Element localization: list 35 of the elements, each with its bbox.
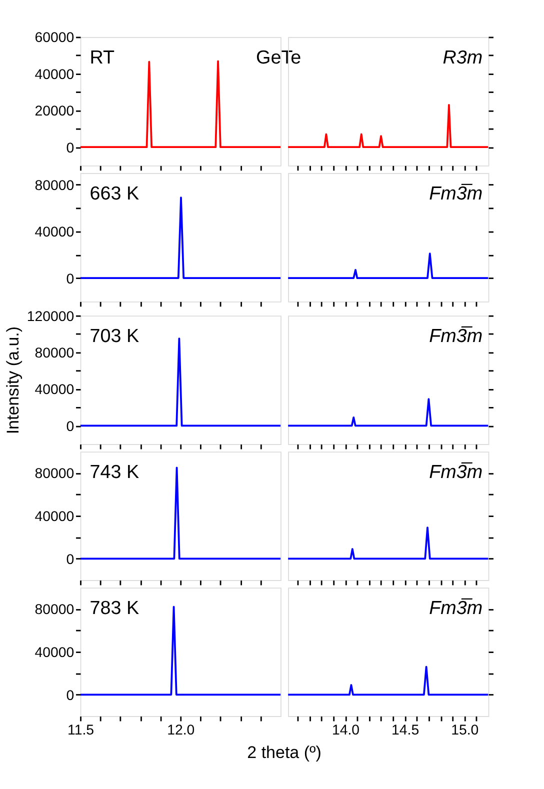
x-tick-label: 15.0: [451, 722, 479, 738]
annotation: 743 K: [90, 462, 140, 484]
annotation: Fm3̅m: [429, 326, 483, 348]
x-axis-title: 2 theta (º): [247, 743, 322, 762]
annotation: RT: [90, 47, 116, 68]
y-tick-label: 0: [66, 552, 74, 568]
x-tick-label: 14.0: [332, 722, 360, 738]
annotation: GeTe: [256, 47, 302, 68]
x-tick-label: 11.5: [67, 722, 94, 738]
y-tick-label: 0: [66, 140, 74, 156]
annotation: 703 K: [90, 326, 140, 348]
y-tick-label: 40000: [34, 509, 74, 526]
annotation: Fm3̅m: [429, 183, 483, 204]
y-tick-label: 0: [66, 688, 74, 704]
y-tick-label: 80000: [34, 602, 74, 618]
y-tick-label: 40000: [34, 382, 74, 398]
annotation: Fm3̅m: [429, 462, 483, 484]
y-tick-label: 40000: [34, 224, 74, 241]
annotation: 783 K: [90, 598, 140, 620]
y-tick-label: 120000: [26, 308, 74, 325]
y-tick-label: 80000: [34, 346, 74, 362]
y-tick-label: 0: [66, 271, 74, 288]
annotation: 663 K: [90, 183, 140, 204]
y-tick-label: 20000: [34, 104, 74, 120]
y-tick-label: 80000: [34, 178, 74, 194]
y-tick-label: 60000: [34, 30, 74, 46]
y-tick-label: 80000: [34, 466, 74, 482]
x-tick-label: 14.5: [392, 722, 420, 738]
annotation: Fm3̅m: [429, 598, 483, 620]
y-tick-label: 40000: [34, 645, 74, 662]
annotation: R3m: [442, 47, 483, 68]
y-tick-label: 0: [66, 418, 74, 435]
y-axis-title: Intensity (a.u.): [3, 326, 22, 434]
y-tick-label: 40000: [34, 66, 74, 83]
x-tick-label: 12.0: [167, 722, 195, 738]
